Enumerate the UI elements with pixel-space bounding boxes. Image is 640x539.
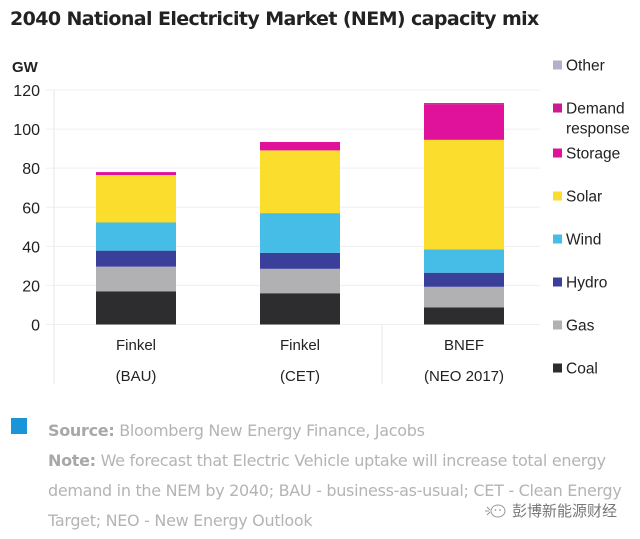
bar-segment-solar — [96, 175, 176, 223]
bar-segment-coal — [424, 307, 504, 325]
chart-title: 2040 National Electricity Market (NEM) c… — [10, 8, 539, 30]
bars — [96, 103, 504, 325]
legend-swatch — [553, 148, 562, 158]
y-tick-label: 40 — [22, 239, 40, 256]
legend-label: Gas — [566, 318, 595, 335]
note-line: Note: We forecast that Electric Vehicle … — [48, 446, 638, 536]
category-sublabel: (NEO 2017) — [424, 368, 504, 385]
watermark-text: 彭博新能源财经 — [512, 502, 618, 520]
legend-swatch — [553, 234, 562, 244]
legend: Other Demand response Storage Solar Wind Hydro… — [553, 58, 630, 378]
category-sublabel: (BAU) — [116, 368, 157, 385]
source-line: Source: Bloomberg New Energy Finance, Ja… — [48, 416, 638, 446]
bar-segment-hydro — [260, 252, 340, 269]
bar-segment-storage — [424, 104, 504, 140]
bar-segment-hydro — [424, 272, 504, 287]
bar-segment-demand-response — [424, 103, 504, 105]
bar-segment-storage — [96, 172, 176, 176]
legend-item: Gas — [553, 318, 595, 335]
legend-label: Solar — [566, 189, 602, 206]
y-axis-unit-label: GW — [12, 59, 39, 76]
bar-segment-coal — [96, 291, 176, 325]
category-sublabel: (CET) — [280, 368, 320, 385]
bar-segment-wind — [260, 213, 340, 253]
source-text: Bloomberg New Energy Finance, Jacobs — [114, 421, 425, 440]
legend-item: Other — [553, 58, 605, 75]
bar-stack — [424, 103, 504, 325]
y-tick-label: 100 — [13, 122, 40, 139]
bar-segment-gas — [260, 268, 340, 294]
legend-label: Other — [566, 58, 605, 75]
y-tick-label: 0 — [31, 318, 40, 335]
bar-segment-gas — [96, 266, 176, 292]
bar-segment-coal — [260, 293, 340, 325]
bar-stack — [96, 172, 176, 325]
note-text: We forecast that Electric Vehicle uptake… — [48, 451, 622, 530]
bar-segment-solar — [260, 150, 340, 214]
legend-item: Coal — [553, 361, 598, 378]
footer-text: Source: Bloomberg New Energy Finance, Ja… — [48, 416, 638, 536]
category-labels: Finkel (BAU) Finkel (CET) BNEF (NEO 2017) — [116, 337, 504, 385]
bar-segment-storage — [260, 141, 340, 151]
chart: 0 20 40 60 80 100 120 GW Finkel (BAU) Finkel (CET)… — [12, 58, 630, 386]
legend-swatch — [553, 277, 562, 287]
bar-stack — [260, 141, 340, 325]
legend-label: Storage — [566, 146, 620, 163]
legend-label: Demand — [566, 101, 625, 118]
legend-label: Wind — [566, 232, 601, 249]
legend-item: Hydro — [553, 275, 607, 292]
legend-label: Coal — [566, 361, 598, 378]
wechat-icon — [485, 504, 506, 517]
bar-segment-gas — [424, 286, 504, 308]
legend-item: Demand response — [553, 101, 630, 138]
category-label: Finkel — [280, 337, 320, 354]
legend-label: Hydro — [566, 275, 607, 292]
legend-swatch — [553, 320, 562, 330]
legend-swatch — [553, 60, 562, 70]
category-label: Finkel — [116, 337, 156, 354]
bar-segment-hydro — [96, 250, 176, 267]
legend-swatch — [553, 191, 562, 201]
y-tick-label: 60 — [22, 200, 40, 217]
legend-swatch — [553, 103, 562, 113]
legend-item: Wind — [553, 232, 601, 249]
bar-segment-solar — [424, 139, 504, 250]
source-label: Source: — [48, 421, 115, 440]
legend-item: Storage — [553, 146, 620, 163]
axes — [53, 90, 383, 384]
bar-segment-wind — [96, 222, 176, 251]
legend-item: Solar — [553, 189, 602, 206]
y-tick-label: 80 — [22, 161, 40, 178]
category-label: BNEF — [444, 337, 484, 354]
note-label: Note: — [48, 451, 96, 470]
legend-swatch — [553, 363, 562, 373]
y-tick-labels: 0 20 40 60 80 100 120 GW — [12, 59, 40, 335]
legend-label: response — [566, 121, 630, 138]
y-tick-label: 20 — [22, 278, 40, 295]
bar-segment-wind — [424, 249, 504, 273]
y-tick-label: 120 — [13, 83, 40, 100]
source-marker-icon — [11, 418, 27, 434]
watermark: 彭博新能源财经 — [484, 500, 617, 521]
